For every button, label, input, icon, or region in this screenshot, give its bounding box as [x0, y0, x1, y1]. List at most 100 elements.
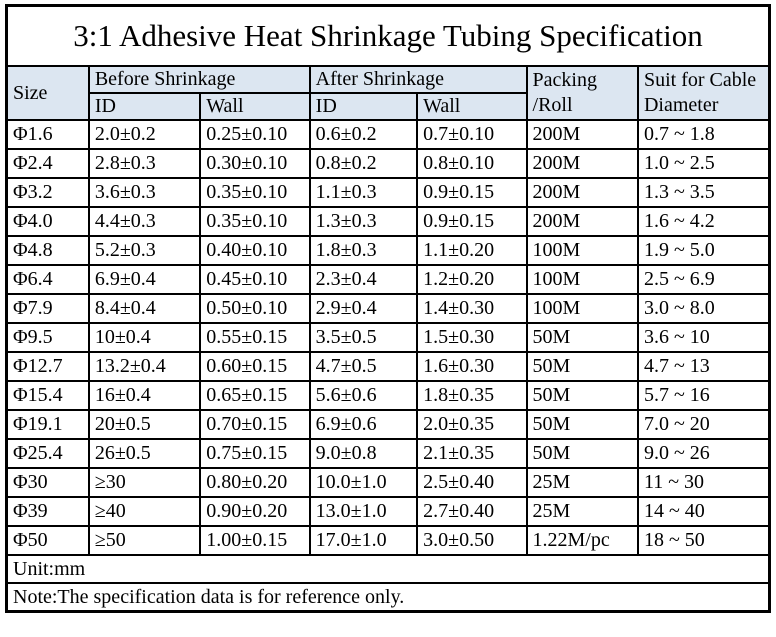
value-cell: 3.6 ~ 10 [636, 322, 771, 353]
unit-note: Unit:mm [5, 554, 771, 584]
value-cell: 0.25±0.10 [199, 119, 311, 150]
value-cell: 26±0.5 [87, 438, 202, 469]
value-cell: 2.9±0.4 [308, 293, 419, 324]
spec-table-head: 3:1 Adhesive Heat Shrinkage Tubing Speci… [5, 4, 771, 121]
suit-label-line1: Suit for Cable [643, 69, 757, 91]
value-cell: 0.65±0.15 [199, 380, 311, 411]
value-cell: 1.3±0.3 [308, 206, 419, 237]
value-cell: 0.7±0.10 [416, 119, 528, 150]
table-row: Φ4.0 4.4±0.3 0.35±0.10 1.3±0.3 0.9±0.15 200M 1… [5, 206, 771, 237]
value-cell: 1.6±0.30 [416, 351, 528, 382]
column-header-size: Size [5, 65, 90, 121]
value-cell: 100M [525, 264, 639, 295]
table-row: Φ25.4 26±0.5 0.75±0.15 9.0±0.8 2.1±0.35 50M 9.… [5, 438, 771, 469]
table-row: Φ19.1 20±0.5 0.70±0.15 6.9±0.6 2.0±0.35 50M 7.… [5, 409, 771, 440]
value-cell: 1.6 ~ 4.2 [636, 206, 771, 237]
table-row: Φ6.4 6.9±0.4 0.45±0.10 2.3±0.4 1.2±0.20 100M 2… [5, 264, 771, 295]
value-cell: 200M [525, 206, 639, 237]
value-cell: ≥30 [87, 467, 202, 498]
value-cell: 3.0 ~ 8.0 [636, 293, 771, 324]
table-row: Φ7.9 8.4±0.4 0.50±0.10 2.9±0.4 1.4±0.30 100M 3… [5, 293, 771, 324]
value-cell: 0.8±0.2 [308, 148, 419, 179]
size-cell: Φ12.7 [5, 351, 90, 382]
column-header-after-wall: Wall [416, 92, 528, 121]
value-cell: 0.55±0.15 [199, 322, 311, 353]
value-cell: 6.9±0.6 [308, 409, 419, 440]
value-cell: 17.0±1.0 [308, 525, 419, 556]
value-cell: 0.9±0.15 [416, 177, 528, 208]
spec-sheet: 3:1 Adhesive Heat Shrinkage Tubing Speci… [5, 4, 771, 613]
value-cell: 3.5±0.5 [308, 322, 419, 353]
value-cell: 5.6±0.6 [308, 380, 419, 411]
value-cell: 50M [525, 351, 639, 382]
size-cell: Φ25.4 [5, 438, 90, 469]
packing-label-line1: Packing [532, 69, 597, 91]
value-cell: 1.8±0.3 [308, 235, 419, 266]
value-cell: 9.0 ~ 26 [636, 438, 771, 469]
size-cell: Φ9.5 [5, 322, 90, 353]
size-cell: Φ39 [5, 496, 90, 527]
value-cell: 1.9 ~ 5.0 [636, 235, 771, 266]
value-cell: 13.0±1.0 [308, 496, 419, 527]
column-group-before-shrinkage: Before Shrinkage [87, 65, 311, 94]
value-cell: 18 ~ 50 [636, 525, 771, 556]
table-row: Φ1.6 2.0±0.2 0.25±0.10 0.6±0.2 0.7±0.10 200M 0… [5, 119, 771, 150]
value-cell: 1.4±0.30 [416, 293, 528, 324]
table-row: Φ4.8 5.2±0.3 0.40±0.10 1.8±0.3 1.1±0.20 100M 1… [5, 235, 771, 266]
value-cell: 0.7 ~ 1.8 [636, 119, 771, 150]
value-cell: 13.2±0.4 [87, 351, 202, 382]
value-cell: 4.4±0.3 [87, 206, 202, 237]
value-cell: 0.8±0.10 [416, 148, 528, 179]
value-cell: 14 ~ 40 [636, 496, 771, 527]
value-cell: 2.0±0.2 [87, 119, 202, 150]
value-cell: 0.6±0.2 [308, 119, 419, 150]
value-cell: 6.9±0.4 [87, 264, 202, 295]
note-row: Note:The specification data is for refer… [5, 582, 771, 613]
value-cell: 1.22M/pc [525, 525, 639, 556]
value-cell: 200M [525, 119, 639, 150]
table-row: Φ9.5 10±0.4 0.55±0.15 3.5±0.5 1.5±0.30 50M 3.6… [5, 322, 771, 353]
size-cell: Φ15.4 [5, 380, 90, 411]
value-cell: 7.0 ~ 20 [636, 409, 771, 440]
column-header-after-id: ID [308, 92, 419, 121]
spec-table-body: Φ1.6 2.0±0.2 0.25±0.10 0.6±0.2 0.7±0.10 200M 0… [5, 119, 771, 556]
column-header-suit-cable-diameter: Suit for Cable Diameter [636, 65, 771, 121]
size-cell: Φ7.9 [5, 293, 90, 324]
value-cell: 8.4±0.4 [87, 293, 202, 324]
value-cell: 2.3±0.4 [308, 264, 419, 295]
value-cell: 1.0 ~ 2.5 [636, 148, 771, 179]
table-row: Φ3.2 3.6±0.3 0.35±0.10 1.1±0.3 0.9±0.15 200M 1… [5, 177, 771, 208]
value-cell: 1.2±0.20 [416, 264, 528, 295]
value-cell: 2.5±0.40 [416, 467, 528, 498]
value-cell: 5.7 ~ 16 [636, 380, 771, 411]
value-cell: 10.0±1.0 [308, 467, 419, 498]
packing-label-line2: /Roll [532, 94, 573, 116]
value-cell: 2.0±0.35 [416, 409, 528, 440]
value-cell: 0.45±0.10 [199, 264, 311, 295]
value-cell: 200M [525, 177, 639, 208]
value-cell: 4.7±0.5 [308, 351, 419, 382]
header-row-groups: Size Before Shrinkage After Shrinkage Pa… [5, 65, 771, 121]
table-row: Φ2.4 2.8±0.3 0.30±0.10 0.8±0.2 0.8±0.10 200M 1… [5, 148, 771, 179]
column-header-before-id: ID [87, 92, 202, 121]
value-cell: 0.80±0.20 [199, 467, 311, 498]
value-cell: 100M [525, 235, 639, 266]
value-cell: 9.0±0.8 [308, 438, 419, 469]
value-cell: 50M [525, 322, 639, 353]
value-cell: 0.35±0.10 [199, 177, 311, 208]
size-cell: Φ1.6 [5, 119, 90, 150]
value-cell: 2.1±0.35 [416, 438, 528, 469]
table-row: Φ50 ≥50 1.00±0.15 17.0±1.0 3.0±0.50 1.22M/pc 1… [5, 525, 771, 556]
value-cell: 1.3 ~ 3.5 [636, 177, 771, 208]
size-cell: Φ6.4 [5, 264, 90, 295]
column-group-after-shrinkage: After Shrinkage [308, 65, 528, 94]
table-row: Φ12.7 13.2±0.4 0.60±0.15 4.7±0.5 1.6±0.30 50M… [5, 351, 771, 382]
value-cell: 3.6±0.3 [87, 177, 202, 208]
size-cell: Φ4.0 [5, 206, 90, 237]
spec-table: 3:1 Adhesive Heat Shrinkage Tubing Speci… [5, 4, 771, 613]
page-title: 3:1 Adhesive Heat Shrinkage Tubing Speci… [5, 4, 771, 67]
value-cell: 0.60±0.15 [199, 351, 311, 382]
value-cell: 10±0.4 [87, 322, 202, 353]
value-cell: 2.5 ~ 6.9 [636, 264, 771, 295]
value-cell: ≥40 [87, 496, 202, 527]
